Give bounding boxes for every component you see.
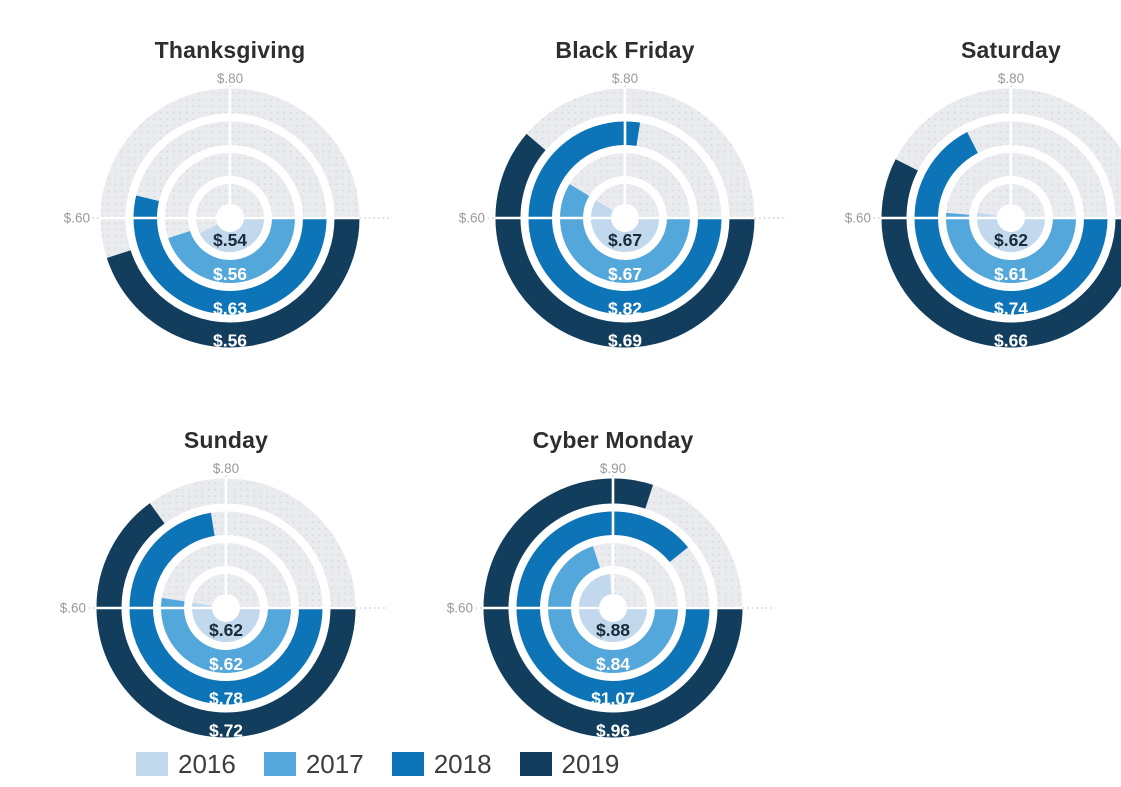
- axis-left-label: $.60: [64, 211, 90, 226]
- ring-value-label: $.82: [608, 299, 642, 319]
- rings-layer: $.54 $.56 $.63 $.56: [92, 85, 392, 351]
- ring-arc-2019: [483, 478, 743, 738]
- ring-arc-2017: [161, 597, 291, 673]
- ring-arc-2017: [548, 546, 678, 673]
- axis-top-label: $.80: [998, 71, 1024, 86]
- axis-top-label: $.80: [612, 71, 638, 86]
- ring-value-label: $.63: [213, 299, 247, 319]
- axis-top-label: $.90: [600, 461, 626, 476]
- ring-arc-2017: [946, 212, 1076, 283]
- legend-item-2019: 2019: [519, 749, 620, 779]
- legend-swatch-2018: [391, 752, 424, 776]
- rings-layer: $.62 $.62 $.78 $.72: [88, 475, 388, 741]
- chart-title: Cyber Monday: [532, 427, 694, 453]
- axis-top-label: $.80: [217, 71, 243, 86]
- ring-value-label: $.62: [209, 620, 243, 640]
- legend-item-2017: 2017: [263, 749, 364, 779]
- chart-black-friday: Black Friday $.80 $.60 $.67 $.67 $.82 $.69: [455, 38, 795, 398]
- ring-arc-2018: [129, 512, 323, 705]
- ring-arc-2018: [516, 511, 710, 705]
- ring-arc-2019: [106, 217, 360, 348]
- radial-rings-canvas: $.80 $.60 $.67 $.67 $.82 $.69: [459, 71, 787, 351]
- legend-label: 2019: [561, 749, 620, 779]
- ring-arc-2016: [579, 574, 647, 642]
- legend-label: 2018: [433, 749, 492, 779]
- ring-value-label: $.62: [994, 230, 1028, 250]
- axis-left-label: $.60: [447, 601, 473, 616]
- legend-label: 2017: [305, 749, 364, 779]
- legend-swatch-2016: [136, 752, 168, 776]
- ring-value-label: $1.07: [591, 689, 635, 709]
- chart-title: Saturday: [960, 37, 1062, 63]
- ring-value-label: $.54: [213, 230, 247, 250]
- rings-layer: $.62 $.61 $.74 $.66: [873, 85, 1121, 351]
- ring-value-label: $.96: [596, 721, 630, 741]
- ring-value-label: $.67: [608, 230, 642, 250]
- ring-value-label: $.61: [994, 264, 1028, 284]
- ring-value-label: $.88: [596, 620, 630, 640]
- chart-title: Black Friday: [555, 37, 695, 63]
- axis-left-label: $.60: [60, 601, 86, 616]
- ring-arc-2019: [96, 503, 356, 738]
- axis-left-label: $.60: [845, 211, 871, 226]
- ring-value-label: $.56: [213, 331, 247, 351]
- ring-value-label: $.78: [209, 689, 243, 709]
- ring-value-label: $.69: [608, 331, 642, 351]
- ring-value-label: $.66: [994, 331, 1028, 351]
- ring-arc-2019: [495, 133, 755, 348]
- ring-arc-2018: [914, 132, 1108, 315]
- ring-value-label: $.72: [209, 721, 243, 741]
- ring-arc-2018: [528, 121, 722, 315]
- chart-title: Thanksgiving: [154, 37, 306, 63]
- legend-swatch-2017: [263, 752, 296, 776]
- rings-layer: $.67 $.67 $.82 $.69: [487, 85, 787, 351]
- axis-top-label: $.80: [213, 461, 239, 476]
- radial-rings-canvas: $.80 $.60 $.54 $.56 $.63 $.56: [64, 71, 392, 351]
- radial-rings-canvas: $.80 $.60 $.62 $.62 $.78 $.72: [60, 461, 388, 741]
- ring-arc-2018: [133, 195, 327, 315]
- chart-title: Sunday: [183, 427, 269, 453]
- ring-value-label: $.67: [608, 264, 642, 284]
- ring-arc-2017: [168, 217, 295, 283]
- ring-arc-2019: [881, 159, 1121, 348]
- ring-arc-2016: [192, 602, 260, 642]
- legend-label: 2016: [178, 749, 236, 779]
- radial-rings-canvas: $.80 $.60 $.62 $.61 $.74 $.66: [845, 71, 1121, 351]
- axis-left-label: $.60: [459, 211, 485, 226]
- ring-value-label: $.84: [596, 654, 630, 674]
- chart-saturday: Saturday $.80 $.60 $.62 $.61 $.74 $.66: [841, 38, 1121, 398]
- chart-thanksgiving: Thanksgiving $.80 $.60 $.54 $.56 $.63 $.56: [60, 38, 400, 398]
- chart-cyber-monday: Cyber Monday $.90 $.60 $.88 $.84 $1.07 $.96: [443, 428, 783, 787]
- legend: 2016 2017 2018 2019: [136, 751, 619, 777]
- legend-swatch-2019: [519, 752, 552, 776]
- legend-item-2016: 2016: [136, 751, 236, 777]
- ring-value-label: $.56: [213, 264, 247, 284]
- legend-item-2018: 2018: [391, 749, 492, 779]
- chart-sunday: Sunday $.80 $.60 $.62 $.62 $.78 $.72: [56, 428, 396, 787]
- ring-value-label: $.62: [209, 654, 243, 674]
- ring-arc-2016: [977, 212, 1045, 252]
- rings-layer: $.88 $.84 $1.07 $.96: [475, 475, 775, 741]
- ring-value-label: $.74: [994, 299, 1028, 319]
- ring-arc-2016: [199, 217, 264, 252]
- radial-rings-canvas: $.90 $.60 $.88 $.84 $1.07 $.96: [447, 461, 775, 741]
